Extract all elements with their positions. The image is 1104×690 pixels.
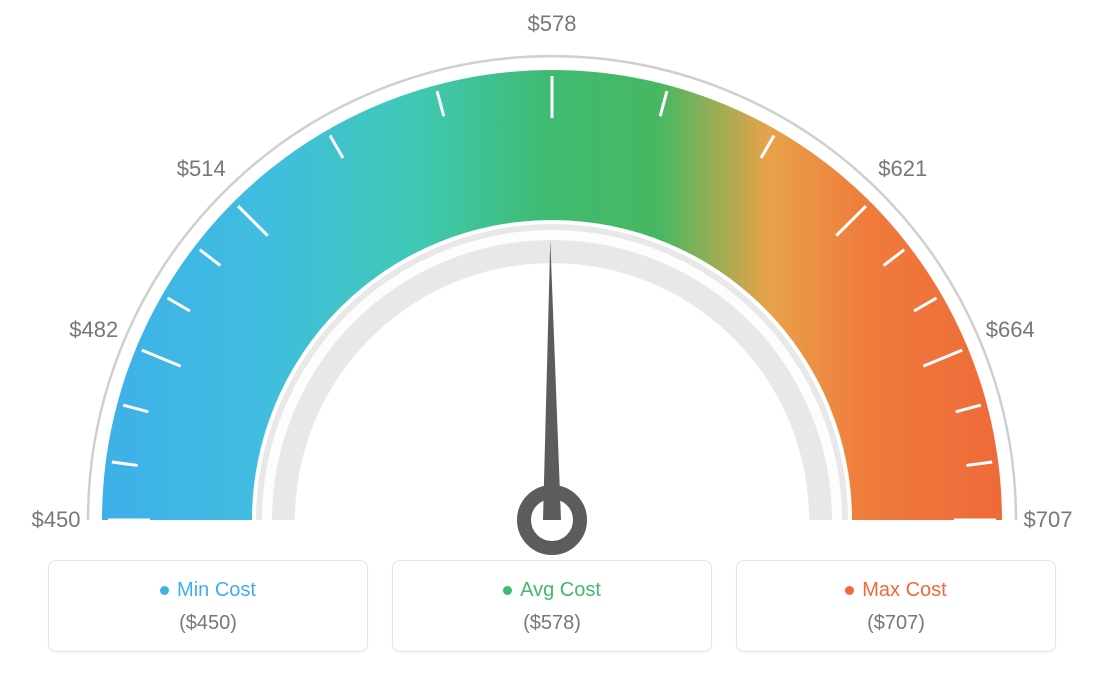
legend-title-avg: Avg Cost (503, 579, 601, 602)
gauge-svg (0, 0, 1104, 560)
legend-card-avg: Avg Cost ($578) (392, 560, 712, 652)
gauge-tick-label: $450 (32, 507, 81, 533)
dot-icon (503, 586, 512, 595)
legend-value-max: ($707) (747, 612, 1045, 635)
legend-value-min: ($450) (59, 612, 357, 635)
legend-label-min: Min Cost (177, 579, 256, 602)
gauge-tick-label: $482 (69, 317, 118, 343)
gauge-tick-label: $514 (177, 156, 226, 182)
legend-value-avg: ($578) (403, 612, 701, 635)
dot-icon (845, 586, 854, 595)
legend-card-max: Max Cost ($707) (736, 560, 1056, 652)
gauge-chart: $450 $482 $514 $578 $621 $664 $707 (0, 0, 1104, 560)
legend-title-max: Max Cost (845, 579, 946, 602)
dot-icon (160, 586, 169, 595)
legend-label-avg: Avg Cost (520, 579, 601, 602)
gauge-tick-label: $664 (986, 317, 1035, 343)
gauge-needle (543, 240, 561, 520)
legend-title-min: Min Cost (160, 579, 256, 602)
gauge-tick-label: $621 (878, 156, 927, 182)
gauge-tick-label: $707 (1024, 507, 1073, 533)
legend-row: Min Cost ($450) Avg Cost ($578) Max Cost… (0, 560, 1104, 672)
legend-label-max: Max Cost (862, 579, 946, 602)
legend-card-min: Min Cost ($450) (48, 560, 368, 652)
gauge-tick-label: $578 (528, 11, 577, 37)
